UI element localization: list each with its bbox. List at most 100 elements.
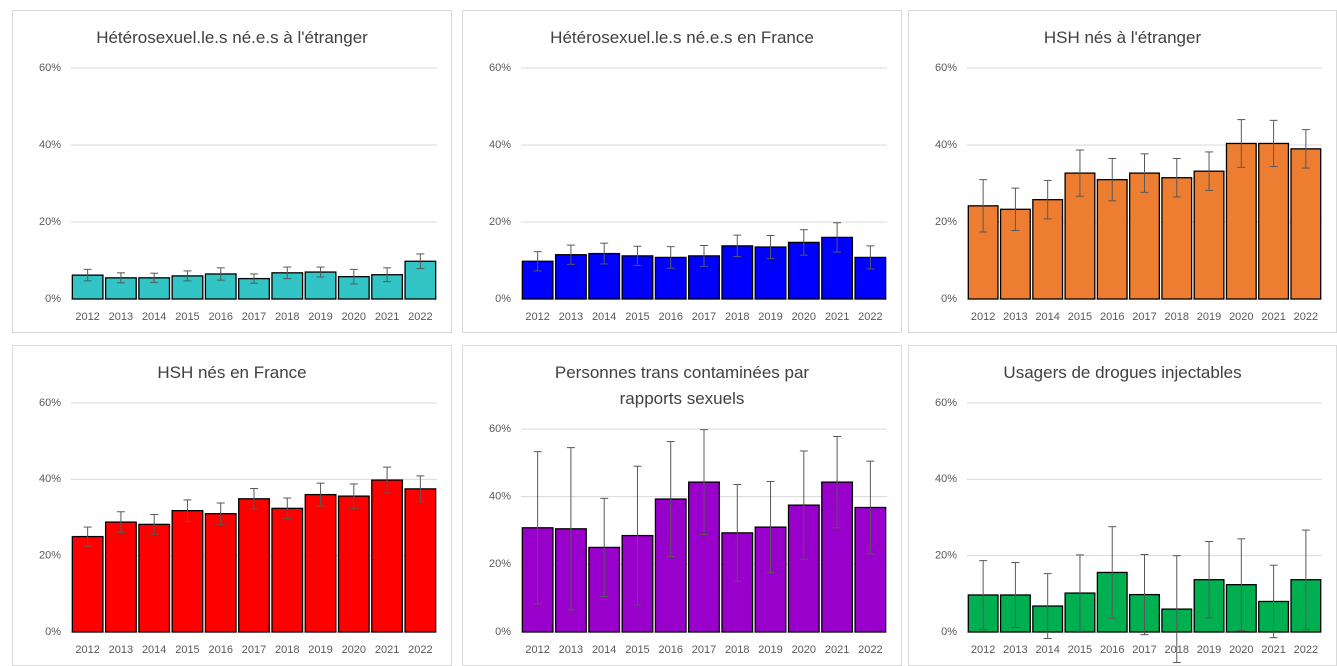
y-tick-label: 40% (935, 473, 957, 485)
chart-title: Usagers de drogues injectables (1003, 363, 1242, 382)
bar (721, 245, 754, 300)
y-tick-label: 0% (45, 626, 61, 638)
x-tick-label: 2013 (1003, 644, 1027, 656)
chart-panel: Usagers de drogues injectables 0% 20% 40% 60… (908, 345, 1337, 666)
x-tick-label: 2020 (1229, 644, 1253, 656)
bar (138, 523, 171, 633)
x-tick-label: 2012 (525, 311, 549, 323)
bar (654, 498, 687, 633)
x-tick-label: 2015 (1068, 644, 1092, 656)
bar (271, 507, 304, 633)
x-tick-label: 2016 (208, 311, 232, 323)
x-tick-label: 2021 (375, 311, 399, 323)
bar (71, 535, 104, 633)
chart-title: HSH nés à l'étranger (1043, 28, 1202, 47)
chart: 0%20%40%60%2012 2013 2014 2015 2016 2017 2018 2… (935, 397, 1322, 664)
x-tick-label: 2013 (109, 644, 133, 656)
x-tick-label: 2022 (408, 644, 432, 656)
chart-panel: Personnes trans contaminées par rapports… (462, 345, 902, 666)
y-tick-label: 40% (489, 491, 511, 503)
x-tick-label: 2014 (142, 311, 166, 323)
x-tick-label: 2015 (625, 644, 649, 656)
x-tick-label: 2020 (792, 311, 816, 323)
bar (1290, 148, 1322, 300)
x-tick-label: 2021 (1261, 644, 1285, 656)
x-tick-label: 2013 (1003, 311, 1027, 323)
y-tick-label: 40% (935, 139, 957, 151)
chart: 0%20%40%60%2012 2013 2014 2015 2016 2017 2018 2… (935, 62, 1322, 323)
x-tick-label: 2012 (971, 311, 995, 323)
chart-title: Personnes trans contaminées par rapports… (554, 363, 810, 408)
chart-panel: HSH nés à l'étranger 0% 20% 40% 60% 2012 2013 2… (908, 10, 1337, 333)
x-tick-label: 2013 (559, 311, 583, 323)
y-tick-label: 20% (489, 216, 511, 228)
y-tick-label: 0% (495, 626, 511, 638)
bar (304, 493, 337, 633)
x-tick-label: 2014 (592, 311, 616, 323)
x-tick-label: 2020 (1229, 311, 1253, 323)
x-tick-label: 2012 (525, 644, 549, 656)
x-tick-label: 2015 (625, 311, 649, 323)
bar (171, 509, 204, 633)
bar (104, 521, 137, 633)
y-tick-label: 60% (935, 397, 957, 409)
bar (521, 260, 554, 300)
x-tick-label: 2017 (692, 311, 716, 323)
x-tick-label: 2013 (559, 644, 583, 656)
y-tick-label: 40% (39, 139, 61, 151)
x-tick-label: 2012 (75, 311, 99, 323)
y-tick-label: 0% (941, 626, 957, 638)
y-tick-label: 20% (39, 216, 61, 228)
y-tick-label: 0% (45, 293, 61, 305)
x-tick-label: 2016 (658, 644, 682, 656)
x-tick-label: 2022 (858, 311, 882, 323)
x-tick-label: 2016 (1100, 311, 1124, 323)
bar (754, 526, 787, 633)
x-tick-label: 2019 (758, 311, 782, 323)
x-tick-label: 2022 (858, 644, 882, 656)
x-tick-label: 2019 (308, 311, 332, 323)
bar (204, 273, 237, 300)
chart-panel: HSH nés en France 0% 20% 40% 60% 2012 2013 2014… (12, 345, 452, 666)
chart: 0%20%40%60%2012 2013 2014 2015 2016 2017 2018 2… (39, 397, 437, 656)
x-tick-label: 2022 (1294, 311, 1318, 323)
x-tick-label: 2019 (308, 644, 332, 656)
x-tick-label: 2012 (971, 644, 995, 656)
y-tick-label: 20% (935, 216, 957, 228)
chart-title: Hétérosexuel.le.s né.e.s en France (550, 28, 814, 47)
bar (371, 479, 404, 633)
bar (1129, 172, 1160, 300)
y-tick-label: 60% (489, 423, 511, 435)
x-tick-label: 2022 (408, 311, 432, 323)
x-tick-label: 2019 (1197, 311, 1221, 323)
y-tick-label: 20% (935, 550, 957, 562)
x-tick-label: 2014 (592, 644, 616, 656)
chart-title: HSH nés en France (157, 363, 307, 382)
x-tick-label: 2022 (1294, 644, 1318, 656)
x-tick-label: 2017 (1132, 311, 1156, 323)
chart: 0%20%40%60%2012 2013 2014 2015 2016 2017 2018 2… (39, 62, 437, 323)
x-tick-label: 2020 (342, 644, 366, 656)
x-tick-label: 2017 (692, 644, 716, 656)
x-tick-label: 2016 (208, 644, 232, 656)
x-tick-label: 2021 (825, 311, 849, 323)
x-tick-label: 2019 (1197, 644, 1221, 656)
bar (238, 498, 270, 633)
bar (404, 488, 437, 633)
y-tick-label: 20% (39, 550, 61, 562)
y-tick-label: 0% (941, 293, 957, 305)
x-tick-label: 2014 (1035, 311, 1059, 323)
y-tick-label: 60% (489, 62, 511, 74)
y-tick-label: 60% (39, 62, 61, 74)
chart-title: Hétérosexuel.le.s né.e.s à l'étranger (96, 28, 368, 47)
x-tick-label: 2017 (1132, 644, 1156, 656)
x-tick-label: 2016 (658, 311, 682, 323)
y-tick-label: 40% (489, 139, 511, 151)
bar (337, 495, 370, 633)
chart-panel: Hétérosexuel.le.s né.e.s en France 0% 20% 4… (462, 10, 902, 333)
x-tick-label: 2015 (175, 644, 199, 656)
x-tick-label: 2020 (792, 644, 816, 656)
x-tick-label: 2018 (275, 644, 299, 656)
y-tick-label: 0% (495, 293, 511, 305)
